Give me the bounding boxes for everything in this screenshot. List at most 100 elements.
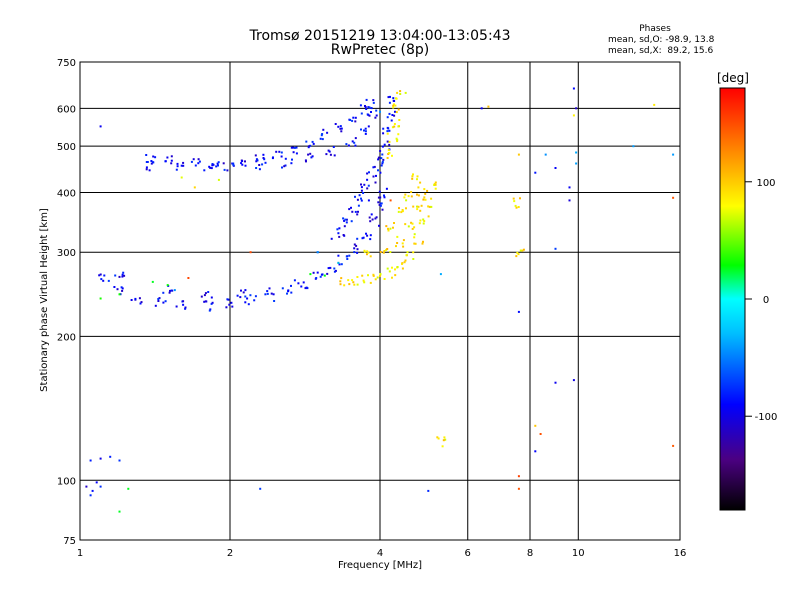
data-point bbox=[249, 251, 252, 254]
chart-subtitle: RwPretec (8p) bbox=[331, 42, 429, 58]
data-point bbox=[118, 510, 121, 513]
data-point bbox=[326, 131, 329, 134]
data-point bbox=[255, 160, 258, 163]
data-point bbox=[321, 138, 324, 141]
data-point bbox=[118, 275, 121, 278]
data-point bbox=[319, 137, 322, 140]
data-point bbox=[95, 481, 98, 484]
data-point bbox=[253, 299, 256, 302]
data-point bbox=[417, 186, 420, 189]
data-point bbox=[258, 168, 261, 171]
data-point bbox=[401, 242, 404, 245]
data-point bbox=[375, 114, 378, 117]
data-point bbox=[404, 259, 407, 262]
data-point bbox=[340, 263, 343, 266]
data-point bbox=[377, 196, 380, 199]
data-point bbox=[386, 126, 389, 129]
data-point bbox=[264, 293, 267, 296]
data-point bbox=[413, 233, 416, 236]
data-point bbox=[522, 248, 525, 251]
data-point bbox=[340, 127, 343, 130]
data-point bbox=[568, 186, 571, 189]
data-point bbox=[130, 299, 133, 301]
data-point bbox=[311, 155, 314, 158]
data-point bbox=[393, 123, 396, 125]
data-point bbox=[283, 165, 286, 168]
data-point bbox=[354, 210, 357, 213]
data-point bbox=[176, 165, 179, 168]
data-point bbox=[216, 162, 219, 165]
y-tick-label: 500 bbox=[57, 142, 76, 153]
data-point bbox=[368, 106, 371, 109]
data-point bbox=[382, 158, 385, 161]
data-point bbox=[309, 273, 312, 276]
data-point bbox=[364, 127, 367, 130]
data-point bbox=[338, 235, 341, 238]
data-point bbox=[266, 290, 269, 293]
data-point bbox=[411, 175, 414, 178]
data-point bbox=[150, 160, 153, 162]
data-point bbox=[534, 450, 537, 453]
data-point bbox=[380, 202, 383, 205]
data-point bbox=[379, 110, 381, 113]
data-point bbox=[356, 276, 359, 278]
data-point bbox=[398, 119, 401, 121]
data-point bbox=[387, 96, 390, 99]
data-point bbox=[187, 277, 190, 279]
data-point bbox=[353, 283, 356, 286]
data-point bbox=[443, 436, 446, 439]
data-point bbox=[369, 234, 372, 237]
data-point bbox=[392, 226, 394, 229]
data-point bbox=[217, 178, 220, 181]
data-point bbox=[145, 154, 148, 156]
x-tick-label: 10 bbox=[572, 548, 585, 559]
y-tick-label: 300 bbox=[57, 248, 76, 259]
data-point bbox=[393, 125, 396, 128]
data-point bbox=[383, 196, 386, 199]
data-point bbox=[427, 489, 430, 492]
data-point bbox=[418, 222, 421, 225]
data-point bbox=[348, 208, 351, 211]
data-point bbox=[382, 132, 385, 135]
data-point bbox=[413, 236, 416, 239]
data-point bbox=[515, 255, 518, 258]
data-point bbox=[480, 107, 483, 110]
data-point bbox=[372, 274, 375, 277]
data-point bbox=[396, 91, 399, 94]
data-point bbox=[244, 289, 247, 292]
x-axis-label: Frequency [MHz] bbox=[338, 560, 422, 571]
data-point bbox=[287, 289, 290, 292]
data-point bbox=[127, 487, 130, 490]
data-point bbox=[428, 205, 431, 208]
y-tick-labels: 75 100 200 300 400 500 600 750 bbox=[57, 58, 76, 547]
data-point bbox=[315, 277, 318, 279]
data-point bbox=[154, 304, 157, 307]
data-point bbox=[275, 150, 278, 153]
data-point bbox=[405, 254, 408, 257]
data-point bbox=[344, 218, 347, 221]
colorbar bbox=[719, 87, 746, 511]
x-tick-labels: 1 2 4 6 8 10 16 bbox=[77, 548, 687, 559]
data-point bbox=[388, 129, 391, 132]
data-point bbox=[217, 161, 220, 164]
data-point bbox=[330, 237, 333, 240]
data-point bbox=[370, 111, 372, 113]
data-point bbox=[416, 193, 418, 196]
data-point bbox=[534, 424, 537, 427]
data-point bbox=[151, 280, 154, 283]
data-point bbox=[345, 255, 348, 258]
data-point bbox=[517, 253, 520, 256]
data-point bbox=[293, 146, 296, 149]
data-point bbox=[378, 203, 381, 206]
data-point bbox=[145, 168, 148, 171]
data-point bbox=[162, 291, 165, 294]
data-point bbox=[430, 205, 433, 208]
data-point bbox=[382, 127, 385, 130]
data-point bbox=[369, 255, 372, 258]
data-point bbox=[397, 108, 400, 111]
data-point bbox=[396, 140, 399, 143]
data-point bbox=[308, 145, 311, 148]
data-point bbox=[345, 143, 348, 146]
data-point bbox=[271, 157, 274, 160]
data-point bbox=[343, 234, 346, 237]
